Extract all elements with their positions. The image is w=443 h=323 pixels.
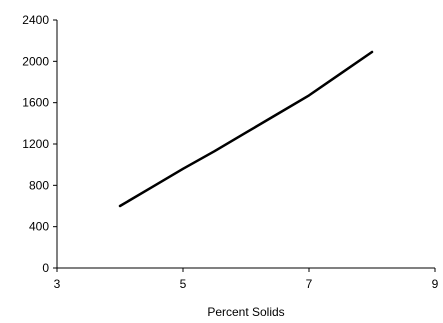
plot-area: 0 400 800 1200 1600 2000 2400 3 5 7 9 bbox=[22, 13, 438, 291]
x-tick-label: 7 bbox=[306, 277, 313, 291]
series-layer bbox=[118, 50, 374, 208]
y-tick-label: 400 bbox=[29, 220, 49, 234]
x-axis-title: Percent Solids bbox=[207, 305, 284, 319]
series-line bbox=[118, 50, 374, 208]
x-tick-label: 9 bbox=[432, 277, 439, 291]
y-tick-label: 1200 bbox=[22, 137, 49, 151]
y-axis-ticks: 0 400 800 1200 1600 2000 2400 bbox=[22, 13, 57, 275]
x-axis-ticks: 3 5 7 9 bbox=[54, 268, 439, 291]
y-tick-label: 2400 bbox=[22, 13, 49, 27]
y-tick-label: 1600 bbox=[22, 96, 49, 110]
x-tick-label: 3 bbox=[54, 277, 61, 291]
y-tick-label: 0 bbox=[42, 261, 49, 275]
y-tick-label: 2000 bbox=[22, 54, 49, 68]
y-tick-label: 800 bbox=[29, 178, 49, 192]
x-tick-label: 5 bbox=[180, 277, 187, 291]
